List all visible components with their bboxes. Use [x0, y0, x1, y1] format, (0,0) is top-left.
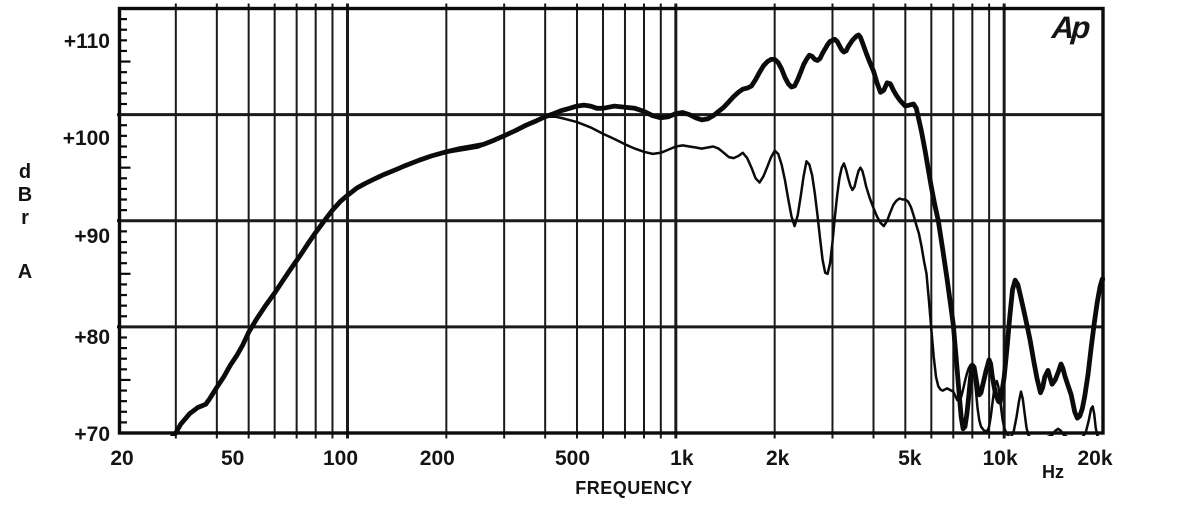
- y-axis-weighting-label: A: [17, 261, 33, 283]
- y-tick-label: +80: [74, 325, 110, 349]
- x-tick-label: 50: [220, 447, 245, 470]
- plot-border: [117, 6, 1105, 435]
- x-tick-label: 20: [110, 447, 134, 470]
- x-tick-label: 500: [554, 447, 591, 470]
- y-tick-label: +70: [74, 423, 110, 446]
- y-unit-char: d: [18, 161, 32, 183]
- y-tick-label: +110: [63, 29, 110, 53]
- x-tick-label: 1k: [670, 447, 694, 470]
- x-tick-label: 100: [322, 447, 359, 470]
- x-tick-label: 20k: [1077, 447, 1113, 470]
- thick-curve: [169, 32, 1105, 436]
- x-tick-label: 200: [419, 447, 455, 470]
- audio-precision-logo-icon: Ap: [1050, 10, 1089, 45]
- y-unit-char: B: [17, 184, 33, 206]
- x-axis-unit: Hz: [1042, 462, 1064, 482]
- x-tick-label: 5k: [898, 447, 922, 470]
- y-tick-label: +90: [74, 224, 110, 248]
- y-unit-char: r: [21, 207, 29, 229]
- thin-curve: [445, 115, 1100, 436]
- x-tick-label: 2k: [765, 447, 790, 470]
- y-axis-unit-label: d B r: [12, 161, 38, 230]
- x-tick-label: 10k: [982, 447, 1018, 470]
- y-tick-label: +100: [62, 126, 110, 150]
- x-axis-title: FREQUENCY: [575, 478, 693, 498]
